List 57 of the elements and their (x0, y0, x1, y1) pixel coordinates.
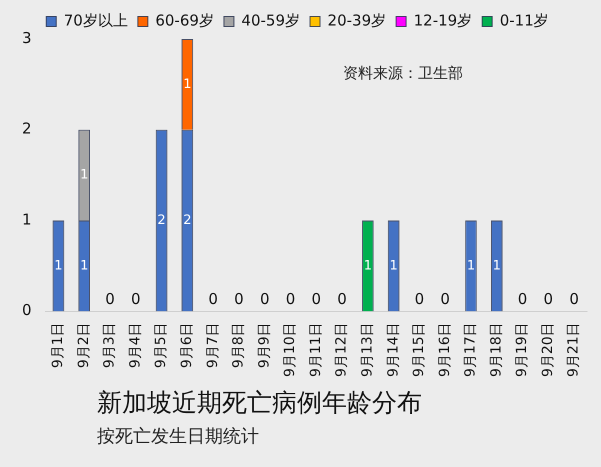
x-tick-label: 9月8日 (230, 322, 247, 368)
y-tick-label: 2 (22, 120, 32, 138)
x-tick-label: 9月6日 (178, 322, 195, 368)
text: 0 (260, 290, 270, 308)
text: 0 (544, 290, 554, 308)
text: 按死亡发生日期统计 (97, 425, 259, 448)
x-tick-label: 9月5日 (153, 322, 170, 368)
x-tick-label: 9月4日 (127, 322, 144, 368)
x-tick-label: 9月3日 (102, 322, 118, 368)
data-label: 2 (183, 212, 192, 228)
y-tick-label: 3 (22, 28, 32, 47)
data-label: 1 (364, 258, 372, 274)
data-label: 1 (183, 76, 192, 92)
data-label: 1 (466, 258, 476, 274)
text: 0 (234, 290, 244, 308)
text: 0 (208, 290, 218, 308)
x-tick-label: 9月2日 (76, 322, 92, 368)
data-label: 1 (492, 258, 501, 274)
text: 0 (518, 290, 528, 308)
x-tick-label: 9月10日 (282, 322, 298, 378)
text: 0 (414, 290, 424, 308)
x-tick-label: 9月15日 (411, 322, 428, 378)
text: 0 (337, 290, 347, 308)
x-tick-label: 9月20日 (540, 322, 556, 378)
text: 新加坡近期死亡病例年龄分布 (97, 387, 422, 419)
text: 0 (440, 290, 450, 308)
data-label: 1 (54, 258, 63, 274)
x-tick-label: 9月14日 (385, 322, 402, 378)
data-label: 2 (157, 212, 166, 228)
x-tick-label: 9月18日 (488, 322, 504, 378)
legend-label: 60-69岁 (155, 11, 214, 30)
legend-label: 0-11岁 (500, 11, 549, 30)
text: 0 (286, 290, 296, 308)
x-tick-label: 9月17日 (462, 322, 479, 378)
y-tick-label: 1 (22, 210, 32, 228)
x-tick-label: 9月11日 (308, 322, 324, 378)
x-tick-label: 9月1日 (50, 322, 66, 368)
data-label: 1 (389, 258, 398, 274)
text: 0 (105, 290, 115, 308)
data-label: 1 (80, 258, 88, 274)
data-label: 1 (80, 168, 88, 183)
x-tick-label: 9月12日 (334, 322, 350, 378)
x-tick-label: 9月19日 (514, 322, 530, 378)
legend-label: 20-39岁 (328, 11, 386, 30)
legend-label: 12-19岁 (414, 11, 472, 30)
legend-label: 70岁以上 (64, 11, 128, 30)
x-tick-label: 9月7日 (204, 322, 221, 368)
text: 0 (312, 290, 322, 308)
x-tick-label: 9月13日 (359, 322, 376, 378)
text: 0 (131, 290, 141, 308)
y-tick-label: 0 (22, 301, 32, 320)
x-tick-label: 9月9日 (256, 322, 272, 368)
x-tick-label: 9月16日 (436, 322, 453, 378)
text: 0 (569, 290, 579, 308)
x-tick-label: 9月21日 (566, 322, 582, 378)
annotation: 资料来源：卫生部 (343, 64, 463, 83)
legend-label: 40-59岁 (241, 11, 300, 30)
